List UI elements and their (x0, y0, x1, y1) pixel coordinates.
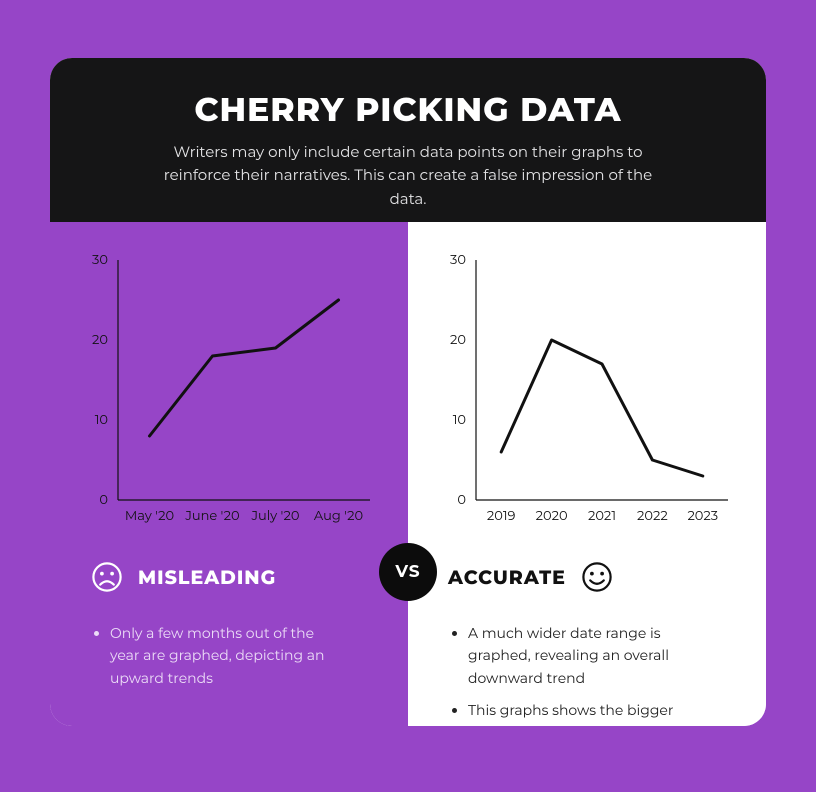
svg-text:20: 20 (92, 332, 108, 348)
accurate-chart: 0 10 20 30 2019 2020 2021 2022 2023 (408, 222, 766, 538)
accurate-verdict-row: ACCURATE (408, 538, 766, 602)
vs-label: VS (395, 562, 420, 582)
svg-text:2019: 2019 (487, 508, 516, 524)
svg-text:0: 0 (99, 492, 108, 508)
misleading-panel: 0 10 20 30 May '20 June '20 July '20 Aug '20 MI… (50, 222, 408, 726)
accurate-bullets: A much wider date range is graphed, reve… (408, 616, 766, 726)
svg-text:10: 10 (95, 412, 108, 428)
svg-text:2020: 2020 (536, 508, 568, 524)
accurate-label: ACCURATE (448, 566, 566, 589)
smile-icon (580, 560, 614, 594)
svg-text:2022: 2022 (637, 508, 668, 524)
misleading-bullets: Only a few months out of the year are gr… (50, 616, 408, 719)
svg-text:2023: 2023 (687, 508, 718, 524)
card-header: CHERRY PICKING DATA Writers may only inc… (50, 58, 766, 238)
misleading-label: MISLEADING (138, 566, 276, 589)
svg-text:May '20: May '20 (125, 508, 174, 524)
svg-text:2021: 2021 (588, 508, 616, 524)
svg-text:June '20: June '20 (184, 508, 239, 524)
accurate-panel: 0 10 20 30 2019 2020 2021 2022 2023 ACCURATE A m… (408, 222, 766, 726)
card-title: CHERRY PICKING DATA (92, 90, 724, 130)
bullet-item: A much wider date range is graphed, reve… (468, 622, 698, 689)
bullet-item: Only a few months out of the year are gr… (110, 622, 340, 689)
info-card: CHERRY PICKING DATA Writers may only inc… (50, 58, 766, 726)
svg-text:10: 10 (453, 412, 466, 428)
card-subtitle: Writers may only include certain data po… (148, 140, 668, 210)
frown-icon (90, 560, 124, 594)
bullet-item: This graphs shows the bigger picture (468, 699, 698, 726)
svg-text:20: 20 (450, 332, 466, 348)
vs-badge: VS (379, 543, 437, 601)
comparison-columns: 0 10 20 30 May '20 June '20 July '20 Aug '20 MI… (50, 222, 766, 726)
svg-text:30: 30 (450, 252, 466, 268)
svg-text:30: 30 (92, 252, 108, 268)
svg-text:0: 0 (457, 492, 466, 508)
misleading-verdict-row: MISLEADING (50, 538, 408, 602)
svg-text:July '20: July '20 (250, 508, 299, 524)
svg-text:Aug '20: Aug '20 (314, 508, 363, 524)
misleading-chart: 0 10 20 30 May '20 June '20 July '20 Aug '20 (50, 222, 408, 538)
